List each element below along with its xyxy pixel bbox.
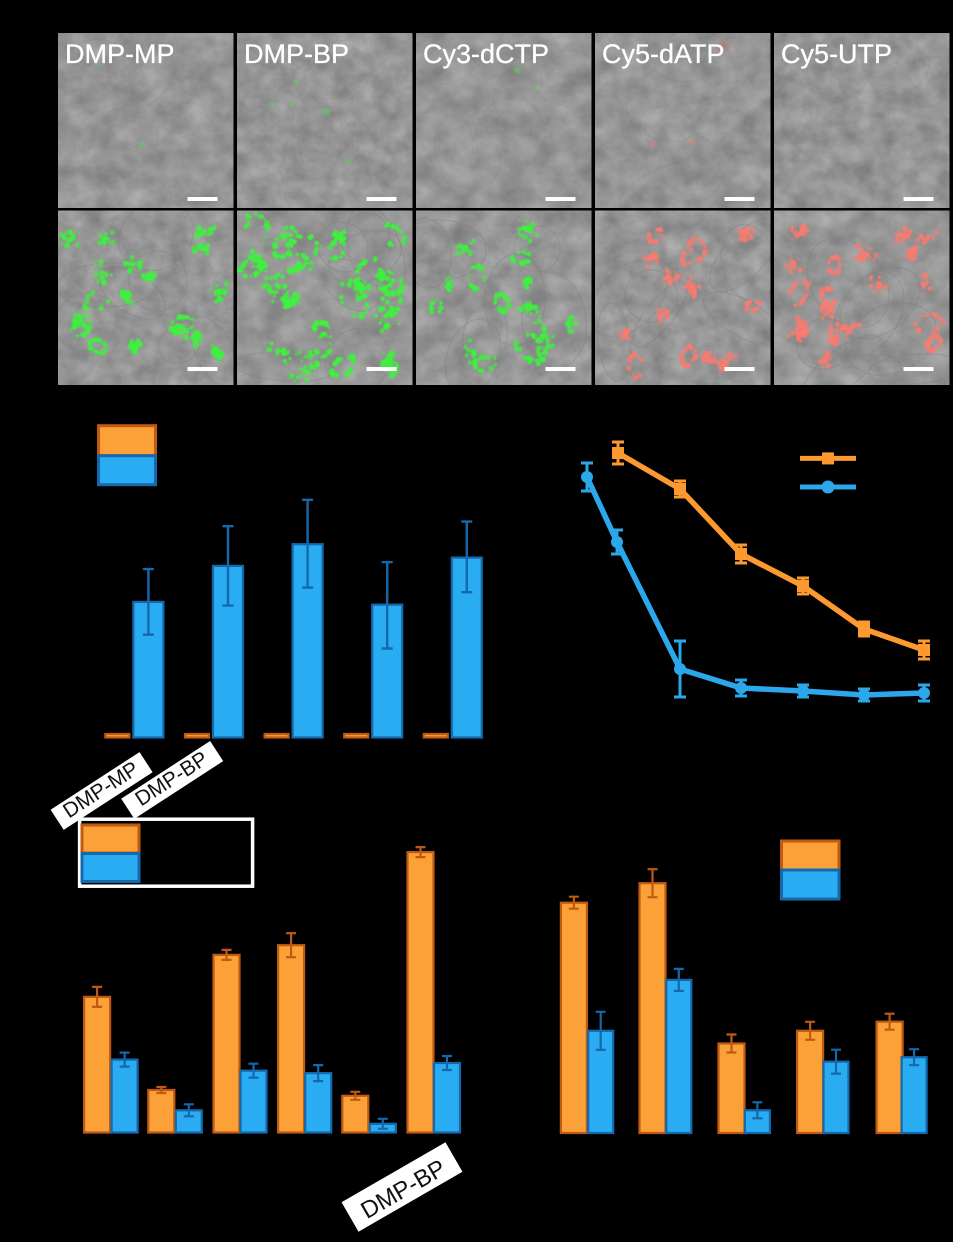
svg-text:DMP-MP: DMP-MP [65,39,175,69]
svg-text:Cy5-dATP: Cy5-dATP [602,39,725,69]
svg-text:Cy5-UTP: Cy5-UTP [781,39,892,69]
svg-text:Cy3-dCTP: Cy3-dCTP [423,39,549,69]
svg-text:DMP-BP: DMP-BP [244,39,349,69]
